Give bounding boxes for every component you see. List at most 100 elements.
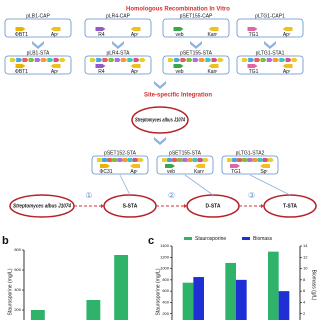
- marker-arrow: [282, 27, 293, 31]
- strain-label: Streptomyces albus J1074: [13, 203, 71, 209]
- step-number: ③: [248, 191, 255, 200]
- gene-arrow: [174, 58, 181, 62]
- site-arrow: [95, 64, 106, 68]
- gene-arrow: [180, 58, 187, 62]
- y-tick-label: 600: [14, 267, 21, 272]
- gene-arrow: [16, 58, 23, 62]
- marker-label: Apʳ: [283, 69, 291, 75]
- gene-arrow: [217, 58, 224, 62]
- gene-arrow: [262, 158, 269, 162]
- site-arrow: [173, 64, 184, 68]
- gene-arrow: [132, 158, 139, 162]
- plasmid: [156, 155, 214, 175]
- marker-arrow: [208, 64, 219, 68]
- plasmid: [236, 55, 304, 75]
- plasmid-name: pLR4-CAP: [106, 13, 131, 19]
- gene-arrow: [127, 158, 134, 162]
- arrow-head: [261, 204, 264, 208]
- marker-arrow: [130, 64, 141, 68]
- site-label: veb: [175, 32, 183, 38]
- bar: [30, 310, 45, 320]
- plasmid: [84, 55, 152, 75]
- y-tick-label: 800: [162, 277, 169, 282]
- gene-arrow: [187, 158, 194, 162]
- marker-label: Apʳ: [283, 32, 291, 38]
- gene-arrow: [186, 58, 193, 62]
- arrow: [154, 137, 166, 145]
- site-arrow: [95, 27, 106, 31]
- gene-arrow: [285, 58, 292, 62]
- plasmid-name: pLTG1-STA1: [256, 50, 285, 56]
- legend-swatch: [184, 237, 192, 240]
- arrow: [190, 41, 202, 49]
- gene-arrow: [168, 58, 174, 62]
- y-tick-label: 200: [162, 311, 169, 316]
- marker-arrow: [260, 164, 270, 168]
- gene-arrow: [139, 58, 146, 62]
- site-arrow: [247, 27, 258, 31]
- gene-arrow: [247, 158, 254, 162]
- plasmid-name: pLB1-CAP: [26, 13, 50, 19]
- bar: [225, 262, 236, 320]
- site-label: TG1: [249, 69, 259, 75]
- gene-arrow: [59, 58, 66, 62]
- marker-arrow: [130, 164, 140, 168]
- gene-arrow: [232, 158, 239, 162]
- plasmid-name: pLB1-STA: [27, 50, 50, 56]
- y2-tick-label: 4: [303, 299, 306, 304]
- marker-arrow: [195, 164, 205, 168]
- marker-label: Kanʳ: [207, 32, 218, 38]
- gene-arrow: [248, 58, 255, 62]
- gene-arrow: [22, 58, 29, 62]
- gene-arrow: [199, 58, 206, 62]
- site-arrow: [247, 64, 258, 68]
- gene-arrow: [102, 58, 109, 62]
- plasmid-name: pSET152-STA: [104, 150, 137, 156]
- y2-tick-label: 6: [303, 288, 306, 293]
- legend-swatch: [242, 237, 250, 240]
- site-arrow: [165, 164, 175, 168]
- host-ellipse: [131, 106, 189, 134]
- gene-arrow: [47, 58, 54, 62]
- panel-label: b: [2, 235, 9, 247]
- y-tick-label: 1400: [160, 243, 170, 248]
- step-number: ①: [85, 191, 92, 200]
- gene-arrow: [112, 158, 119, 162]
- site-label: ΦBT1: [15, 32, 28, 38]
- gene-arrow: [28, 58, 35, 62]
- arrow-head: [101, 204, 104, 208]
- gene-arrow: [242, 158, 249, 162]
- plasmid: [236, 18, 304, 38]
- marker-label: Spʳ: [260, 169, 268, 175]
- plasmid-name: pLTG1-CAP1: [255, 13, 285, 19]
- gene-arrow: [291, 58, 298, 62]
- marker-label: Kanʳ: [207, 69, 218, 75]
- bar: [182, 282, 194, 320]
- site-arrow: [230, 164, 240, 168]
- gene-arrow: [53, 58, 60, 62]
- site-label: veb: [175, 69, 183, 75]
- gene-arrow: [211, 58, 218, 62]
- marker-label: Apʳ: [51, 32, 59, 38]
- plasmid-name: pSET155-STA: [169, 150, 202, 156]
- y-tick-label: 600: [162, 288, 169, 293]
- arrow-head: [184, 204, 187, 208]
- y-tick-label: 1200: [160, 254, 170, 259]
- gene-arrow: [97, 158, 103, 162]
- gene-arrow: [127, 58, 134, 62]
- gene-arrow: [182, 158, 189, 162]
- marker-label: Apʳ: [51, 69, 59, 75]
- marker-label: Apʳ: [131, 32, 139, 38]
- y-axis-label: Staurosporine (mg/L): [155, 268, 161, 315]
- gene-arrow: [202, 158, 209, 162]
- y-tick-label: 1000: [160, 266, 170, 271]
- gene-arrow: [107, 158, 114, 162]
- bar: [193, 277, 204, 320]
- y-axis-label: Staurosporine (mg/L): [7, 268, 13, 315]
- y2-tick-label: 8: [303, 277, 306, 282]
- gene-arrow: [114, 58, 121, 62]
- plasmid: [4, 55, 72, 75]
- marker-label: Apʳ: [130, 169, 138, 175]
